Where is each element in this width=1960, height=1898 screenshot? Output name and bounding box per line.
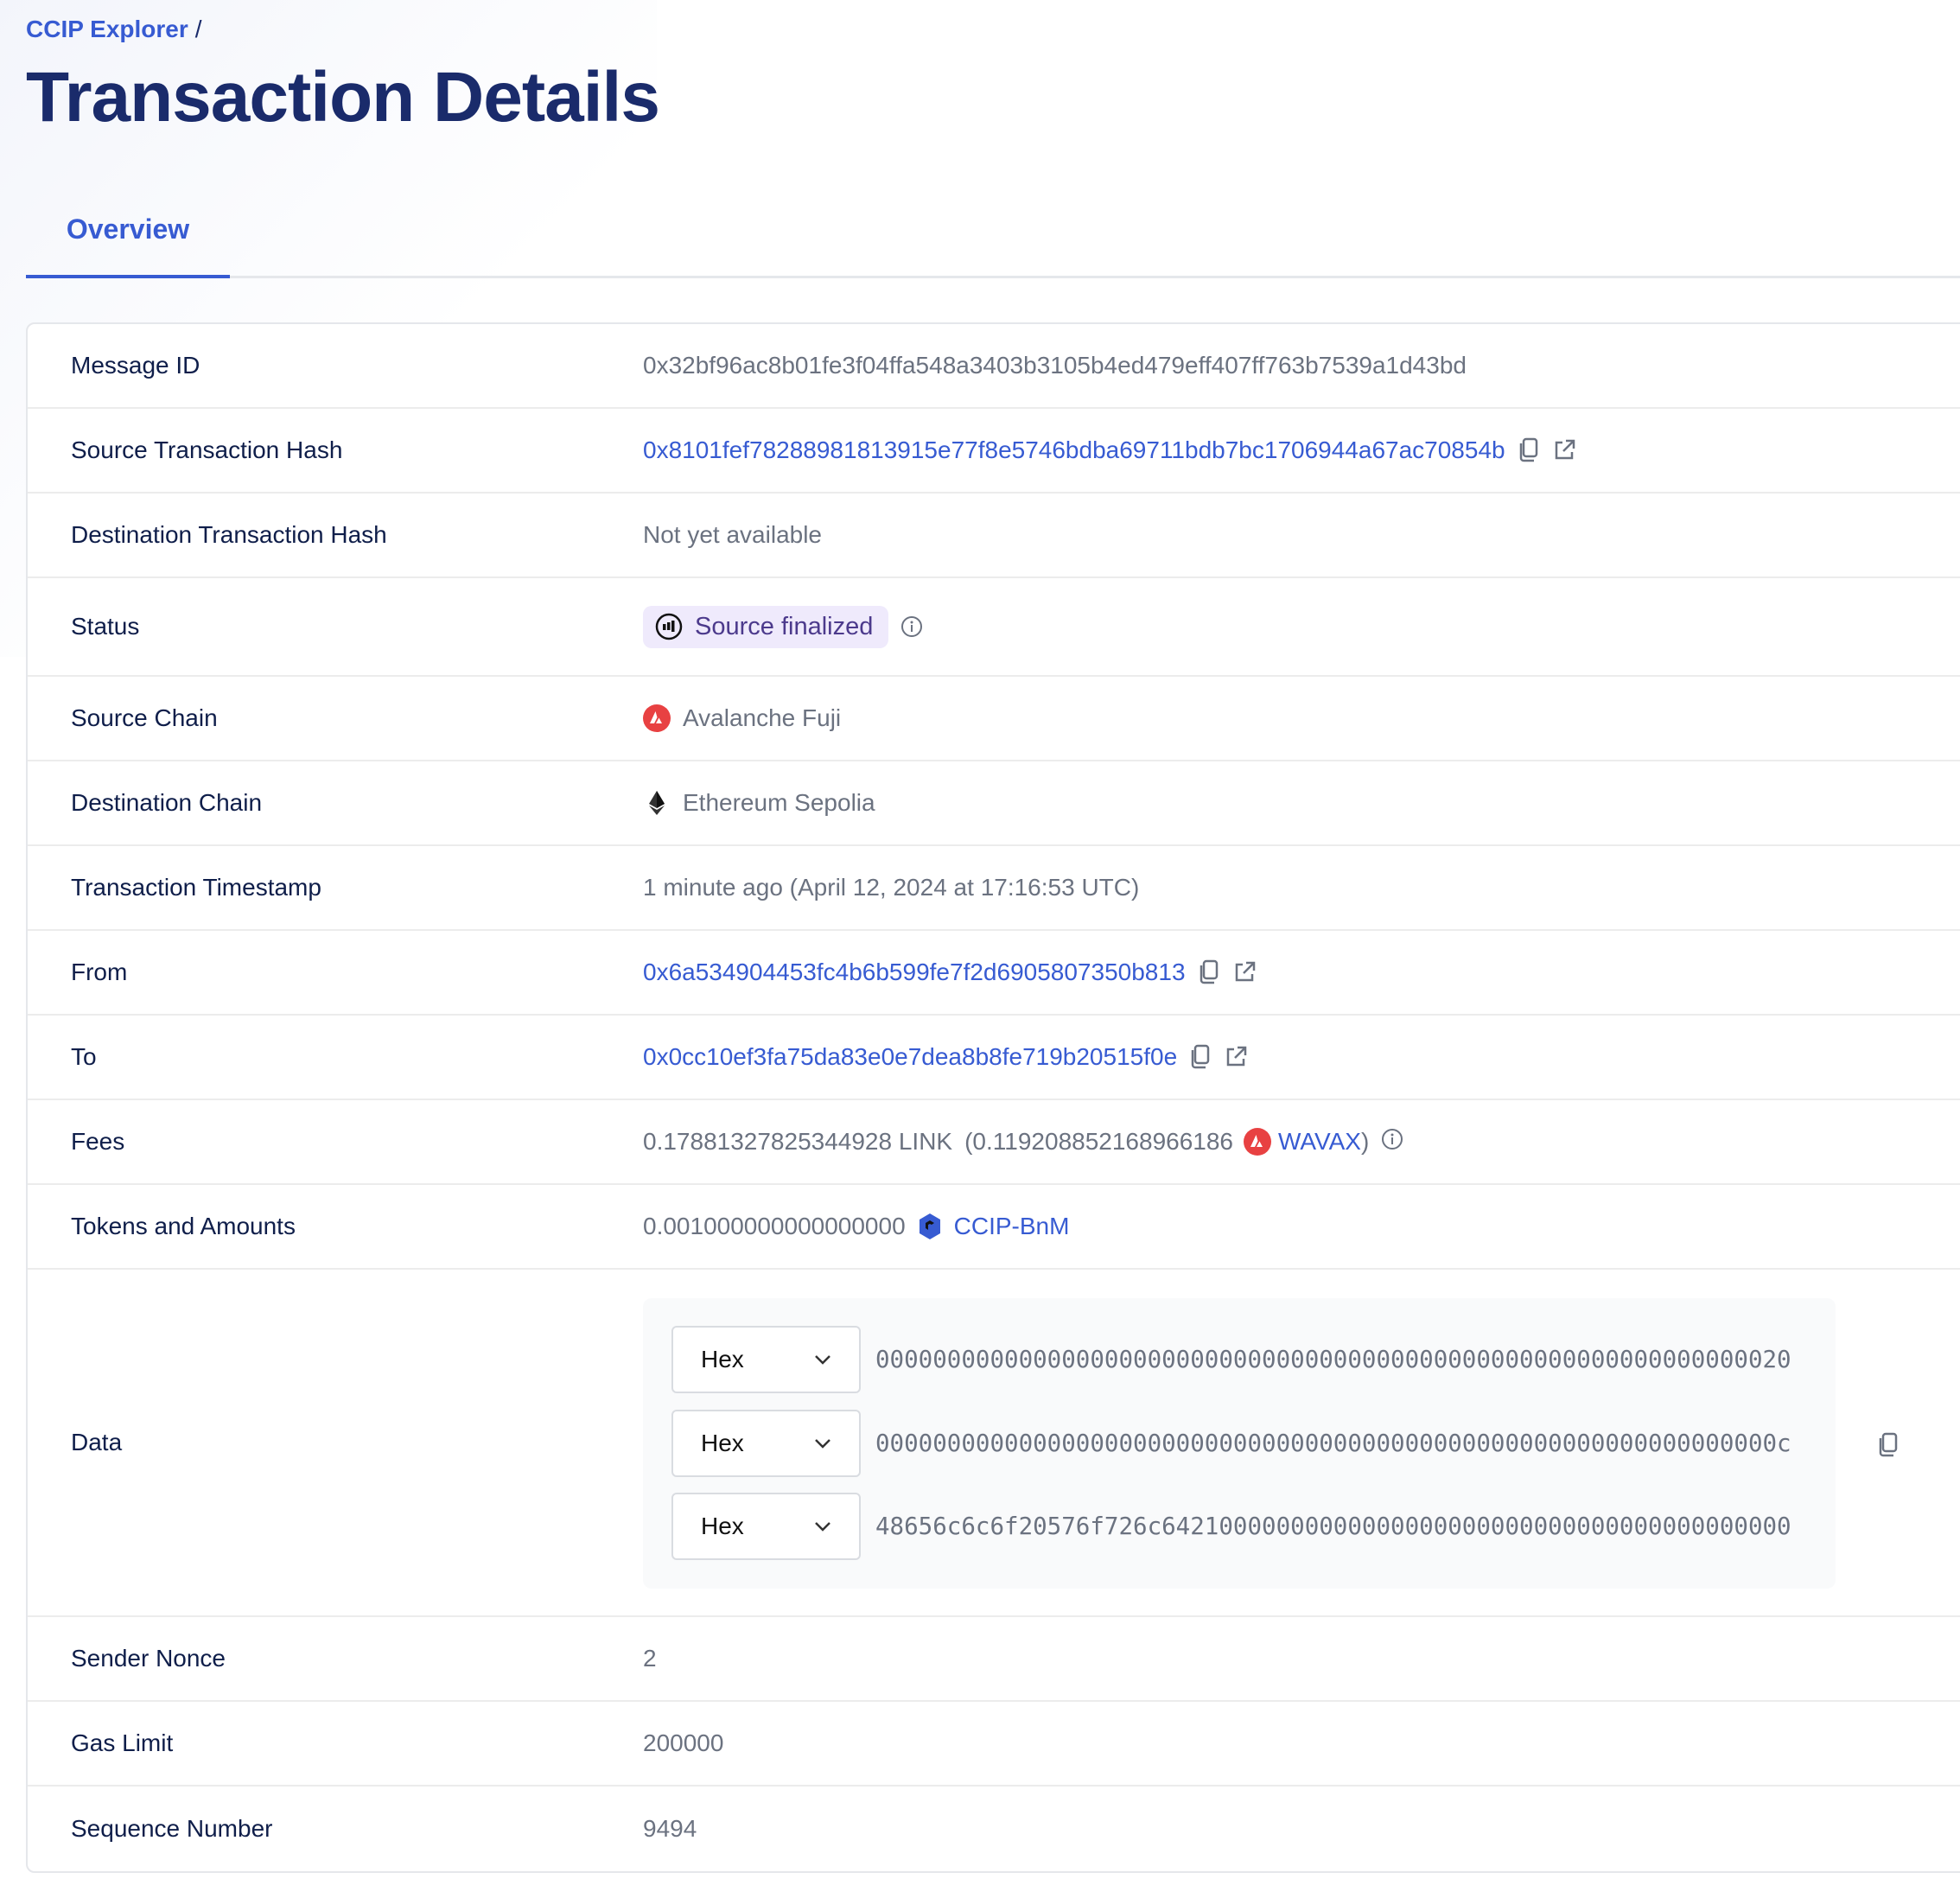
token-link[interactable]: CCIP-BnM xyxy=(953,1213,1070,1239)
label: Status xyxy=(71,613,140,640)
breadcrumb-separator: / xyxy=(194,16,202,42)
external-link-icon[interactable] xyxy=(1552,438,1576,462)
timestamp-value: 1 minute ago (April 12, 2024 at 17:16:53… xyxy=(643,874,1140,901)
label: Source Chain xyxy=(71,704,218,731)
status-bars-icon xyxy=(655,613,683,640)
chevron-down-icon xyxy=(814,1354,831,1365)
label: Gas Limit xyxy=(71,1729,174,1756)
label: Destination Transaction Hash xyxy=(71,521,387,548)
to-address-link[interactable]: 0x0cc10ef3fa75da83e0e7dea8b8fe719b20515f… xyxy=(643,1043,1178,1070)
label: From xyxy=(71,959,128,985)
token-amount: 0.001000000000000000 xyxy=(643,1213,906,1239)
format-select[interactable]: Hex xyxy=(671,1493,861,1560)
source-tx-hash-link[interactable]: 0x8101fef78288981813915e77f8e5746bdba697… xyxy=(643,436,1505,463)
close-paren: ) xyxy=(1360,1128,1370,1155)
sender-nonce-value: 2 xyxy=(643,1645,657,1672)
format-select[interactable]: Hex xyxy=(671,1326,861,1393)
tab-bar: Overview xyxy=(26,207,1960,278)
avalanche-icon xyxy=(1244,1128,1272,1156)
breadcrumb: CCIP Explorer / xyxy=(26,16,202,43)
info-icon[interactable] xyxy=(900,615,923,638)
row-fees: Fees 0.17881327825344928 LINK (0.1192088… xyxy=(28,1100,1960,1185)
label: To xyxy=(71,1043,97,1070)
label: Destination Chain xyxy=(71,789,263,816)
row-gas-limit: Gas Limit 200000 xyxy=(28,1702,1960,1787)
destination-chain-name: Ethereum Sepolia xyxy=(683,789,875,816)
source-chain-name: Avalanche Fuji xyxy=(683,704,842,731)
row-to: To 0x0cc10ef3fa75da83e0e7dea8b8fe719b205… xyxy=(28,1016,1960,1100)
breadcrumb-ccip-explorer[interactable]: CCIP Explorer xyxy=(26,16,188,42)
label: Source Transaction Hash xyxy=(71,436,343,463)
external-link-icon[interactable] xyxy=(1232,960,1257,984)
row-from: From 0x6a534904453fc4b6b599fe7f2d6905807… xyxy=(28,931,1960,1016)
row-source-chain: Source Chain Avalanche Fuji xyxy=(28,677,1960,761)
copy-icon[interactable] xyxy=(1189,1044,1212,1070)
data-box: Hex 000000000000000000000000000000000000… xyxy=(643,1298,1836,1589)
copy-icon[interactable] xyxy=(1877,1432,1900,1458)
label: Sequence Number xyxy=(71,1815,273,1842)
label: Transaction Timestamp xyxy=(71,874,321,901)
tab-overview[interactable]: Overview xyxy=(26,207,230,278)
row-data: Data Hex 0000000000000000000000000000000… xyxy=(28,1270,1960,1617)
status-text: Source finalized xyxy=(695,612,874,640)
message-id-value: 0x32bf96ac8b01fe3f04ffa548a3403b3105b4ed… xyxy=(643,352,1467,379)
gas-limit-value: 200000 xyxy=(643,1729,724,1756)
chevron-down-icon xyxy=(814,1438,831,1449)
label: Tokens and Amounts xyxy=(71,1213,296,1239)
ccip-bnm-token-icon xyxy=(918,1213,942,1240)
avalanche-icon xyxy=(643,704,671,732)
row-message-id: Message ID 0x32bf96ac8b01fe3f04ffa548a34… xyxy=(28,324,1960,409)
status-badge: Source finalized xyxy=(643,605,889,648)
label: Message ID xyxy=(71,352,200,379)
fee-token-link[interactable]: WAVAX xyxy=(1278,1128,1361,1155)
label: Data xyxy=(71,1429,123,1455)
external-link-icon[interactable] xyxy=(1224,1045,1248,1069)
page-title: Transaction Details xyxy=(26,58,660,137)
data-line: Hex 000000000000000000000000000000000000… xyxy=(671,1326,1791,1393)
ethereum-icon xyxy=(643,789,671,817)
data-line: Hex 48656c6c6f20576f726c6421000000000000… xyxy=(671,1493,1791,1560)
row-sender-nonce: Sender Nonce 2 xyxy=(28,1617,1960,1702)
fee-native-amount: (0.119208852168966186 xyxy=(964,1128,1234,1155)
label: Fees xyxy=(71,1128,125,1155)
row-destination-chain: Destination Chain Ethereum Sepolia xyxy=(28,761,1960,846)
sequence-number-value: 9494 xyxy=(643,1815,697,1842)
row-source-tx-hash: Source Transaction Hash 0x8101fef7828898… xyxy=(28,409,1960,494)
copy-icon[interactable] xyxy=(1198,959,1220,985)
data-hex-value: 0000000000000000000000000000000000000000… xyxy=(875,1430,1791,1457)
row-sequence-number: Sequence Number 9494 xyxy=(28,1787,1960,1871)
data-hex-value: 48656c6c6f20576f726c64210000000000000000… xyxy=(875,1513,1791,1540)
data-line: Hex 000000000000000000000000000000000000… xyxy=(671,1410,1791,1477)
from-address-link[interactable]: 0x6a534904453fc4b6b599fe7f2d6905807350b8… xyxy=(643,959,1186,985)
copy-icon[interactable] xyxy=(1518,437,1540,463)
row-status: Status Source finalized xyxy=(28,578,1960,677)
data-hex-value: 0000000000000000000000000000000000000000… xyxy=(875,1346,1791,1373)
format-select[interactable]: Hex xyxy=(671,1410,861,1477)
destination-tx-hash-value: Not yet available xyxy=(643,521,823,548)
details-table: Message ID 0x32bf96ac8b01fe3f04ffa548a34… xyxy=(26,322,1960,1873)
chevron-down-icon xyxy=(814,1521,831,1532)
fee-link-amount: 0.17881327825344928 LINK xyxy=(643,1128,953,1155)
row-timestamp: Transaction Timestamp 1 minute ago (Apri… xyxy=(28,846,1960,931)
row-destination-tx-hash: Destination Transaction Hash Not yet ava… xyxy=(28,494,1960,578)
info-icon[interactable] xyxy=(1381,1128,1403,1150)
row-tokens-and-amounts: Tokens and Amounts 0.001000000000000000 … xyxy=(28,1185,1960,1270)
label: Sender Nonce xyxy=(71,1645,226,1672)
